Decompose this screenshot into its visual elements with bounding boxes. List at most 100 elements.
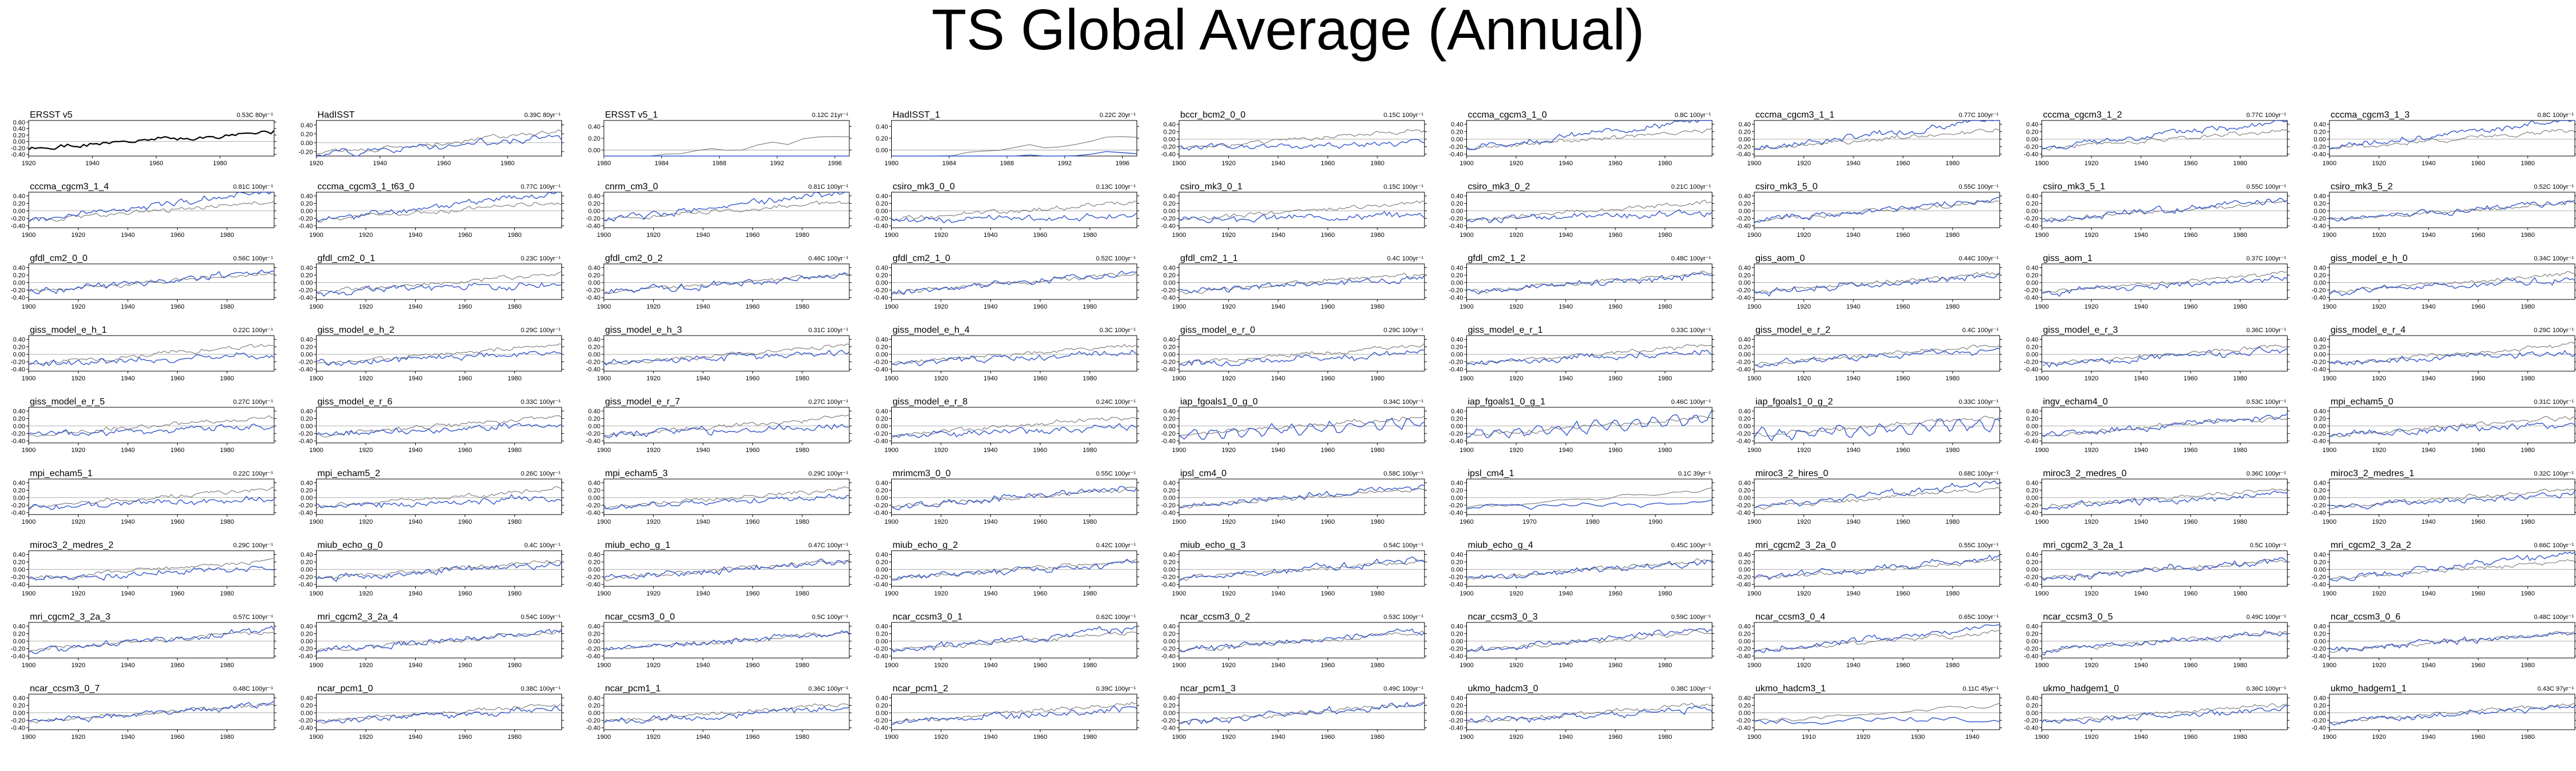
y-tick-label: 0.20 xyxy=(588,416,600,423)
x-tick-label: 1980 xyxy=(2521,303,2535,310)
panel: ncar_pcm1_1 0.36C 100yr⁻¹-0.40-0.200.000.… xyxy=(586,684,852,741)
panel-frame xyxy=(316,407,562,443)
y-tick-label: 0.20 xyxy=(1451,344,1463,351)
x-tick-label: 1980 xyxy=(508,447,521,454)
x-tick-label: 1940 xyxy=(2134,160,2148,167)
y-tick-label: 0.40 xyxy=(1451,265,1463,272)
y-tick-label: -0.20 xyxy=(2024,216,2038,223)
x-tick-label: 1920 xyxy=(646,734,660,741)
x-tick-label: 1920 xyxy=(934,519,948,525)
series-line-model xyxy=(2042,346,2288,368)
y-tick-label: 0.00 xyxy=(876,147,888,154)
y-tick-label: 0.00 xyxy=(1164,567,1176,574)
y-tick-label: 0.20 xyxy=(13,559,25,566)
x-tick-label: 1960 xyxy=(1609,303,1622,310)
y-tick-label: -0.40 xyxy=(2024,582,2038,589)
x-tick-label: 1980 xyxy=(220,447,234,454)
series-line-model xyxy=(2329,704,2575,726)
panel-frame xyxy=(1466,694,1712,730)
y-tick-label: 0.20 xyxy=(1451,272,1463,279)
series-line-model xyxy=(2329,277,2575,297)
panel-frame xyxy=(2042,622,2288,659)
x-tick-label: 1960 xyxy=(170,303,184,310)
series-line-model xyxy=(1754,120,2000,150)
y-tick-label: 0.00 xyxy=(1739,208,1751,215)
y-tick-label: 0.40 xyxy=(588,337,600,344)
x-tick-label: 1940 xyxy=(2422,519,2436,525)
panel-trend-label: 0.39C 80yr⁻¹ xyxy=(524,112,561,119)
x-tick-label: 1980 xyxy=(1371,303,1384,310)
x-tick-label: 1980 xyxy=(795,662,809,669)
series-line-observed xyxy=(28,130,275,150)
x-tick-label: 1900 xyxy=(597,303,611,310)
panel: HadISST_1 0.22C 20yr⁻¹ 0.00 0.20 0.40 1980 198… xyxy=(876,110,1139,167)
x-tick-label: 1900 xyxy=(2035,662,2048,669)
panel-frame xyxy=(603,335,850,372)
panel-frame xyxy=(2329,622,2575,659)
panel-title: gfdl_cm2_0_2 xyxy=(605,254,663,263)
y-tick-label: -0.20 xyxy=(1736,216,1751,223)
y-tick-label: 0.20 xyxy=(1164,129,1176,136)
x-tick-label: 1980 xyxy=(1658,303,1672,310)
series-line-observed xyxy=(891,486,1137,508)
series-line-model xyxy=(891,486,1138,511)
panel: giss_model_e_r_8 0.24C 100yr⁻¹-0.40-0.200… xyxy=(873,397,1139,454)
y-tick-label: 0.00 xyxy=(1164,495,1176,502)
y-tick-label: -0.40 xyxy=(2024,510,2038,517)
panel-title: ingv_echam4_0 xyxy=(2043,397,2108,407)
y-tick-label: 0.20 xyxy=(13,132,25,139)
y-tick-label: 0.00 xyxy=(1164,352,1176,359)
y-tick-label: 0.00 xyxy=(1451,208,1463,215)
panel-trend-label: 0.42C 100yr⁻¹ xyxy=(1096,542,1136,549)
x-tick-label: 1980 xyxy=(1946,447,1960,454)
x-tick-label: 1900 xyxy=(2323,447,2336,454)
series-line-observed xyxy=(1466,487,1712,508)
x-tick-label: 1980 xyxy=(795,375,809,382)
panel-title: ukmo_hadcm3_0 xyxy=(1468,684,1539,694)
x-tick-label: 1900 xyxy=(309,375,323,382)
panel: ncar_ccsm3_0_7 0.48C 100yr⁻¹ -0.40-0.200.0… xyxy=(11,684,276,741)
x-tick-label: 1960 xyxy=(2184,519,2198,525)
y-tick-label: -0.20 xyxy=(1736,431,1751,438)
panel: HadISST 0.39C 80yr⁻¹ -0.20 0.00 0.20 0.40 1920… xyxy=(298,110,564,167)
y-tick-label: 0.00 xyxy=(300,208,313,215)
x-tick-label: 1960 xyxy=(1321,734,1334,741)
panel-frame xyxy=(2329,694,2575,730)
y-tick-label: 0.40 xyxy=(13,408,25,415)
series-line-observed xyxy=(2042,631,2288,653)
y-tick-label: 0.20 xyxy=(2314,703,2326,710)
x-tick-label: 1960 xyxy=(458,662,472,669)
x-tick-label: 1940 xyxy=(2422,303,2436,310)
x-tick-label: 1920 xyxy=(2372,303,2386,310)
panel: ncar_ccsm3_0_2 0.53C 100yr⁻¹ -0.40-0.200.0… xyxy=(1161,612,1427,669)
y-tick-label: 0.40 xyxy=(588,123,600,130)
x-tick-label: 1980 xyxy=(2233,232,2247,239)
series-line-observed xyxy=(316,271,562,293)
x-tick-label: 1920 xyxy=(934,734,948,741)
y-tick-label: 0.40 xyxy=(876,337,888,344)
x-tick-label: 1900 xyxy=(884,519,898,525)
y-tick-label: 0.00 xyxy=(300,352,313,359)
y-tick-label: 0.20 xyxy=(588,135,600,142)
y-tick-label: 0.20 xyxy=(300,703,313,710)
y-tick-label: -0.40 xyxy=(873,367,888,373)
panel-frame xyxy=(891,192,1137,228)
panel-frame xyxy=(28,407,275,443)
y-tick-label: 0.20 xyxy=(876,416,888,423)
panel-trend-label: 0.13C 100yr⁻¹ xyxy=(1096,184,1136,190)
x-tick-label: 1980 xyxy=(1946,375,1960,382)
y-tick-label: 0.20 xyxy=(13,201,25,208)
x-tick-label: 1980 xyxy=(508,375,521,382)
y-tick-label: 0.00 xyxy=(1164,208,1176,215)
y-tick-label: -0.40 xyxy=(873,295,888,302)
series-line-model xyxy=(1466,349,1712,365)
x-tick-label: 1940 xyxy=(373,160,387,167)
x-tick-label: 1900 xyxy=(884,375,898,382)
y-tick-label: 0.00 xyxy=(1739,567,1751,574)
y-tick-label: 0.00 xyxy=(300,495,313,502)
x-tick-label: 1940 xyxy=(408,303,422,310)
y-tick-label: -0.20 xyxy=(586,216,600,223)
panel: csiro_mk3_5_2 0.52C 100yr⁻¹ -0.40-0.200.00… xyxy=(2312,182,2576,239)
x-tick-label: 1980 xyxy=(2233,734,2247,741)
y-tick-label: -0.20 xyxy=(1449,359,1463,366)
